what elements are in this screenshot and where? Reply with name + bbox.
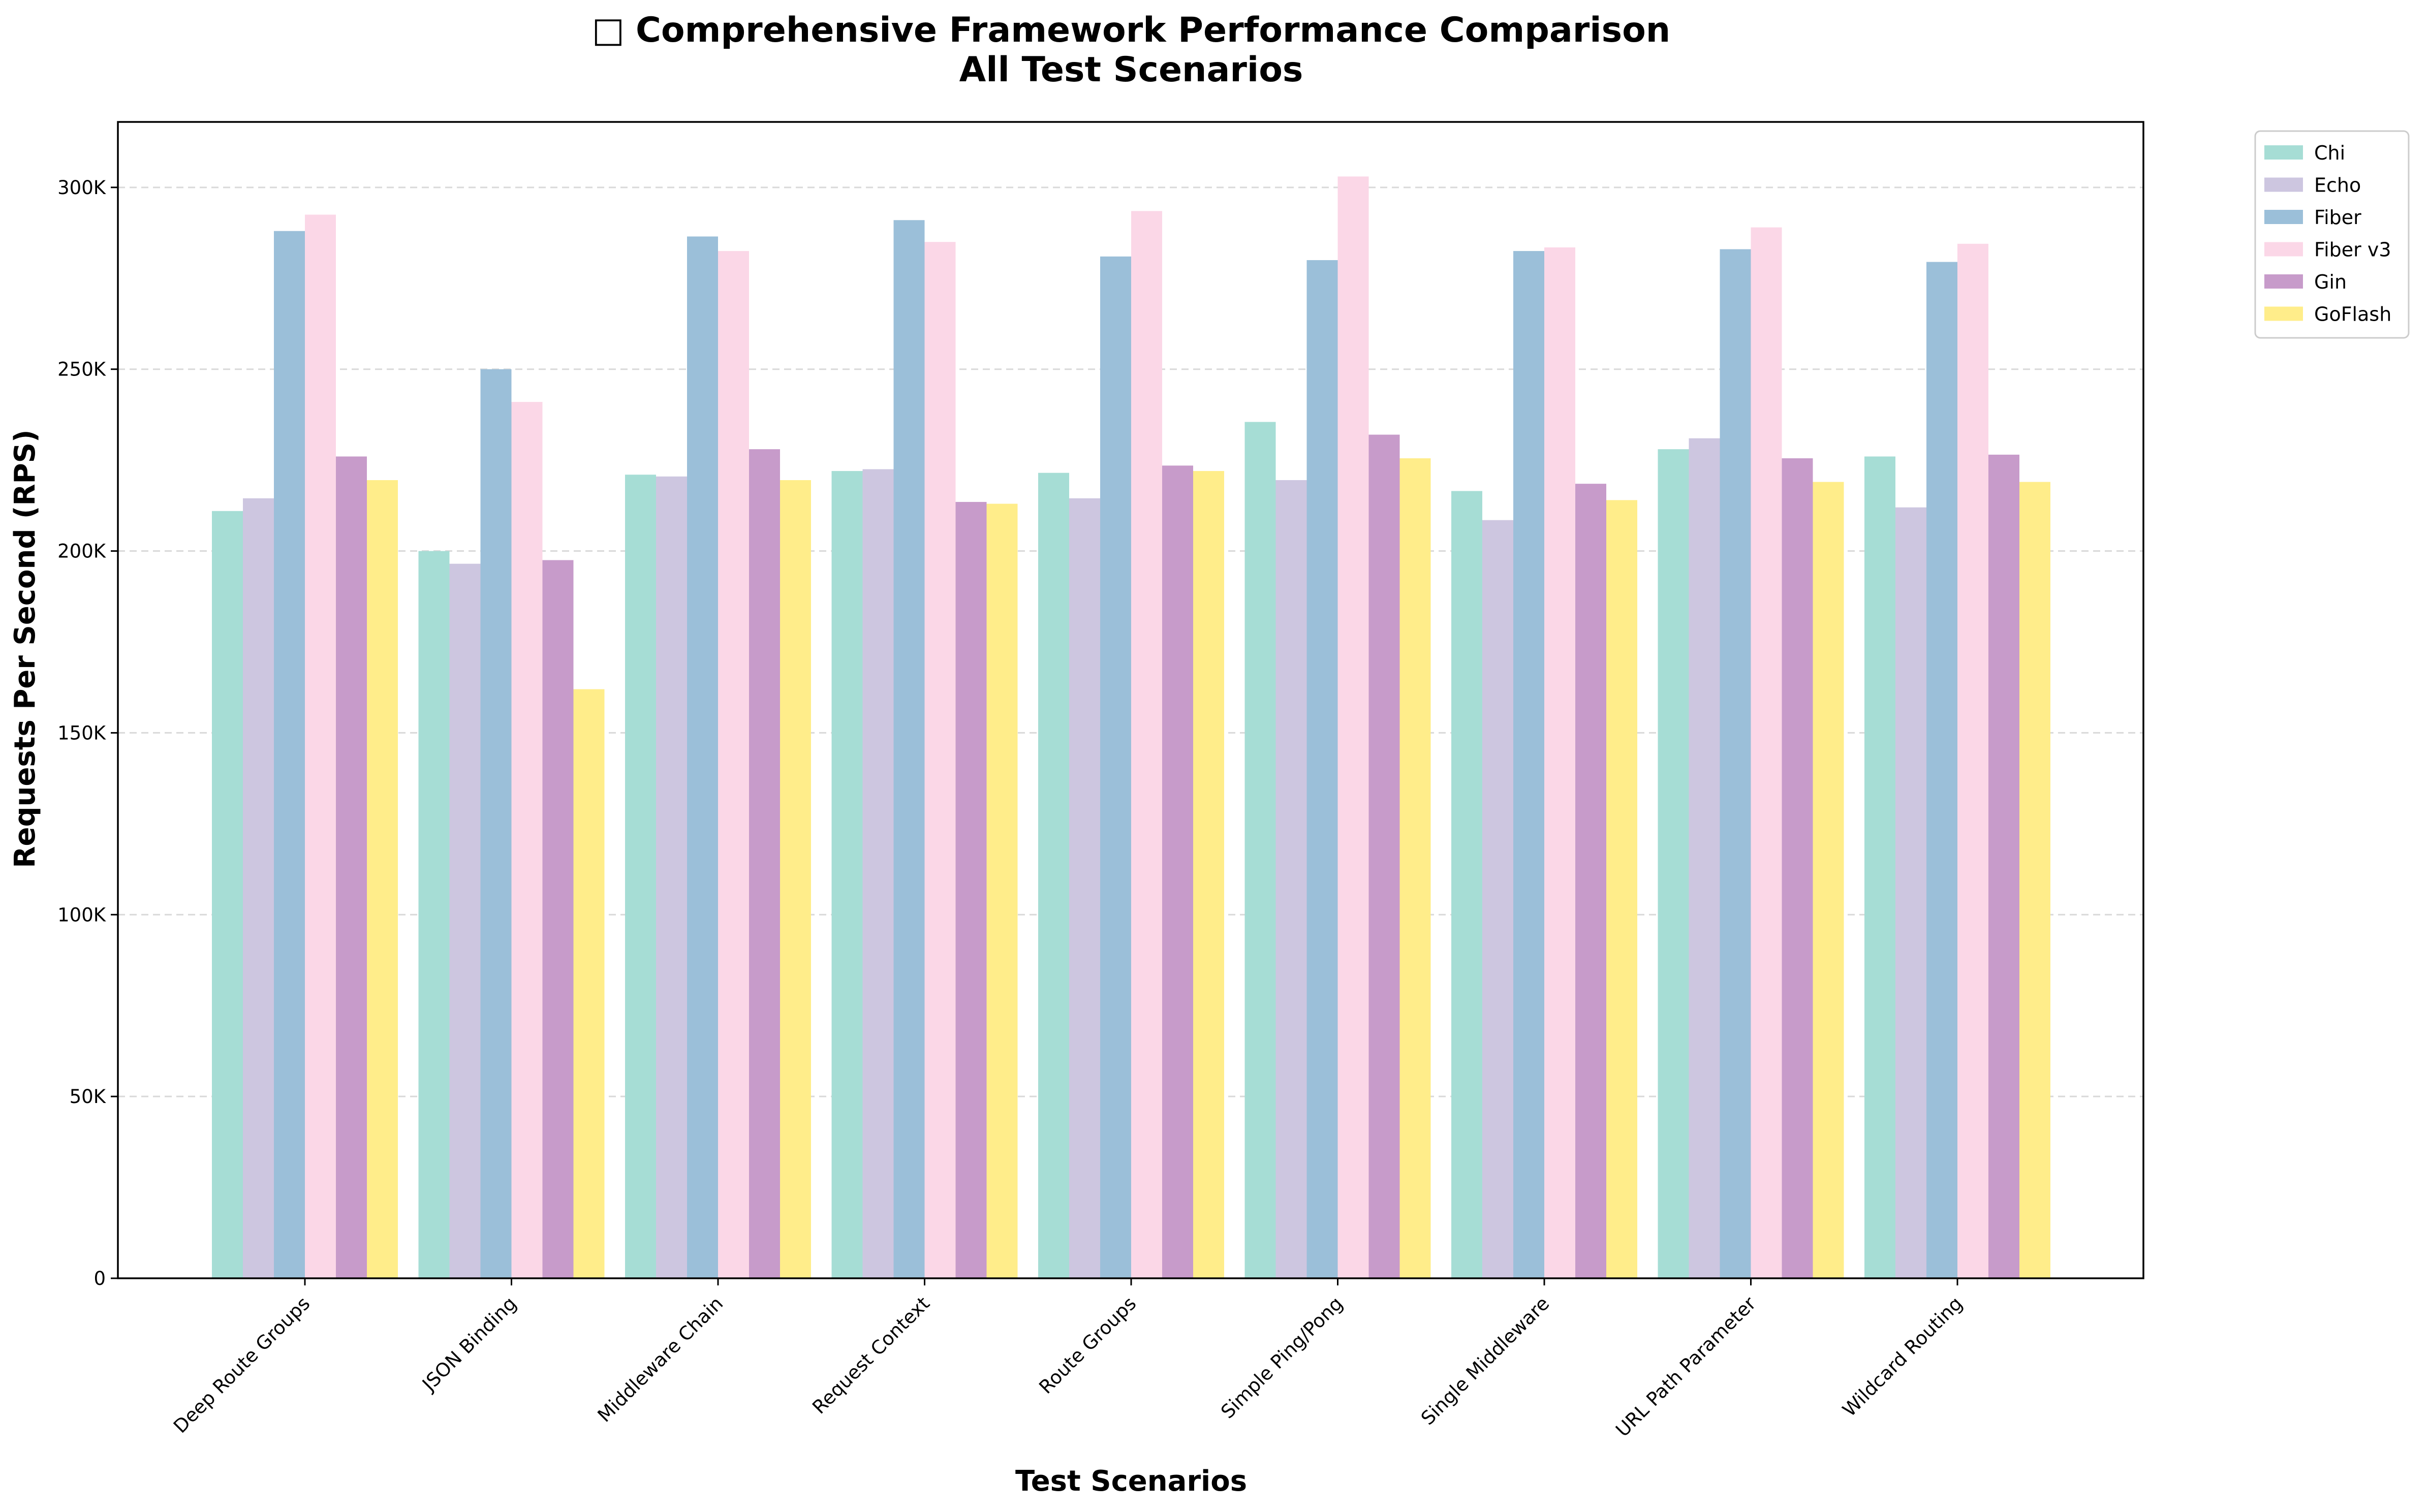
chart-title: □ Comprehensive Framework Performance Com… [592, 10, 1670, 50]
plot-frame [117, 121, 2144, 1279]
bar-gin-simple-ping-pong [1368, 434, 1400, 1279]
bar-chi-json-binding [418, 551, 450, 1278]
bar-fiber-single-middleware [1513, 251, 1544, 1278]
x-axis-title: Test Scenarios [1015, 1465, 1247, 1498]
axes [111, 121, 2144, 1285]
bar-echo-route-groups [1069, 498, 1100, 1278]
bar-gin-middleware-chain [749, 449, 780, 1279]
bar-echo-simple-ping-pong [1275, 480, 1307, 1278]
bar-fiber-deep-route-groups [274, 231, 305, 1278]
bar-fiber-v3-simple-ping-pong [1337, 176, 1369, 1279]
bar-fiber-v3-wildcard-routing [1957, 243, 1988, 1278]
bar-fiber-v3-middleware-chain [718, 251, 749, 1278]
legend-label-fiber-v3: Fiber v3 [2314, 239, 2391, 261]
bar-echo-wildcard-routing [1895, 507, 1926, 1278]
bar-echo-url-path-parameter [1689, 438, 1720, 1279]
y-tick-labels: 0 50K 100K 150K 200K 250K 300K [57, 177, 107, 1289]
bar-chi-request-context [831, 471, 863, 1278]
legend-label-chi: Chi [2314, 142, 2345, 164]
bar-echo-request-context [862, 469, 894, 1278]
legend-label-echo: Echo [2314, 174, 2361, 197]
legend-swatch-echo [2264, 177, 2303, 192]
bar-chi-url-path-parameter [1658, 449, 1689, 1279]
bar-gin-wildcard-routing [1988, 454, 2019, 1279]
bar-gin-single-middleware [1575, 484, 1606, 1278]
bar-fiber-v3-route-groups [1131, 211, 1162, 1278]
bar-fiber-simple-ping-pong [1306, 260, 1338, 1278]
bar-goflash-json-binding [573, 689, 605, 1278]
y-axis-title: Requests Per Second (RPS) [9, 429, 42, 868]
bar-fiber-middleware-chain [687, 236, 718, 1278]
bar-fiber-v3-request-context [924, 242, 956, 1278]
bar-chi-deep-route-groups [212, 511, 243, 1278]
y-tick-label: 0 [94, 1268, 106, 1289]
bar-fiber-v3-json-binding [511, 402, 543, 1278]
bar-fiber-request-context [893, 220, 925, 1278]
y-tick-label: 150K [57, 722, 107, 744]
title-icon: □ [592, 10, 625, 50]
bar-goflash-route-groups [1193, 471, 1224, 1278]
bar-fiber-v3-single-middleware [1544, 247, 1575, 1278]
legend-label-fiber: Fiber [2314, 206, 2361, 229]
bar-goflash-deep-route-groups [367, 480, 398, 1278]
bar-fiber-json-binding [480, 369, 512, 1278]
legend-label-gin: Gin [2314, 271, 2347, 293]
bar-fiber-route-groups [1100, 256, 1131, 1278]
legend-swatch-goflash [2264, 306, 2303, 321]
bar-goflash-url-path-parameter [1813, 482, 1844, 1278]
bar-fiber-wildcard-routing [1926, 262, 1957, 1278]
legend-swatch-fiber [2264, 210, 2303, 224]
bar-chi-wildcard-routing [1864, 456, 1895, 1279]
bar-fiber-v3-deep-route-groups [305, 214, 336, 1278]
chart-subtitle: All Test Scenarios [959, 50, 1303, 90]
bar-chi-simple-ping-pong [1244, 422, 1276, 1278]
bar-fiber-v3-url-path-parameter [1751, 227, 1782, 1278]
bar-goflash-request-context [986, 503, 1018, 1278]
y-tick-label: 200K [57, 541, 107, 562]
bar-chi-single-middleware [1451, 491, 1482, 1278]
bar-gin-deep-route-groups [336, 456, 367, 1279]
legend: Chi Echo Fiber Fiber v3 Gin GoFlash [2254, 130, 2410, 339]
title-text: Comprehensive Framework Performance Comp… [636, 10, 1670, 50]
y-tick-label: 100K [57, 904, 107, 926]
bar-goflash-single-middleware [1606, 500, 1637, 1278]
bar-gin-json-binding [542, 560, 574, 1278]
bar-goflash-wildcard-routing [2019, 482, 2050, 1278]
bar-echo-deep-route-groups [243, 498, 274, 1278]
legend-swatch-chi [2264, 145, 2303, 160]
bar-gin-route-groups [1162, 465, 1193, 1278]
legend-label-goflash: GoFlash [2314, 303, 2391, 326]
bar-goflash-middleware-chain [780, 480, 811, 1278]
bars [212, 176, 2050, 1279]
legend-swatch-gin [2264, 274, 2303, 289]
bar-gin-request-context [955, 501, 987, 1278]
bar-echo-single-middleware [1482, 520, 1513, 1278]
legend-swatch-fiber-v3 [2264, 242, 2303, 257]
y-tick-label: 50K [70, 1086, 107, 1108]
bar-goflash-simple-ping-pong [1399, 458, 1431, 1279]
y-tick-label: 250K [57, 359, 107, 381]
bar-fiber-url-path-parameter [1720, 249, 1751, 1278]
bar-gin-url-path-parameter [1782, 458, 1813, 1279]
bar-echo-json-binding [449, 563, 481, 1278]
bar-chi-middleware-chain [625, 475, 656, 1278]
bar-chi-route-groups [1038, 472, 1069, 1278]
bar-echo-middleware-chain [656, 476, 687, 1278]
y-tick-label: 300K [57, 177, 107, 199]
